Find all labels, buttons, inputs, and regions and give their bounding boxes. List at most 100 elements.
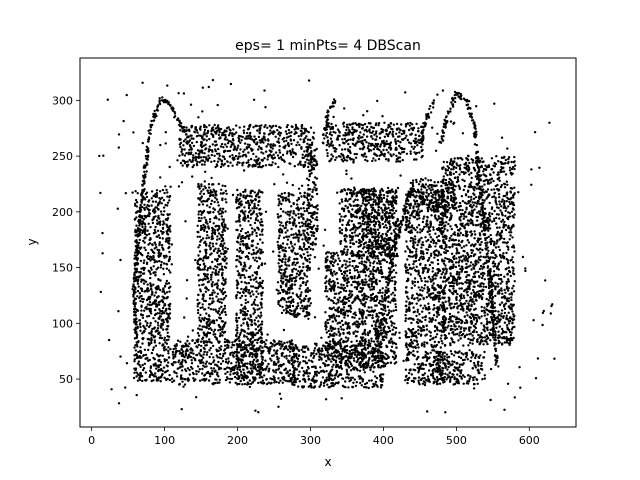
data-point [278,291,282,295]
data-point [224,258,227,262]
data-point [277,360,280,363]
data-point [409,142,413,145]
data-point [304,294,308,298]
data-point [224,226,227,229]
data-point [306,305,309,309]
data-point [213,258,217,261]
data-point [316,208,319,211]
data-point [157,255,161,258]
data-point [255,193,259,196]
data-point [299,301,303,304]
data-point [229,370,232,373]
data-point [208,124,211,127]
data-point [250,369,254,372]
data-point [277,157,281,160]
data-point [213,208,217,211]
data-point [219,136,222,139]
data-point [307,146,311,149]
data-point [281,381,284,384]
data-point [209,202,213,206]
data-point [395,158,399,161]
data-point [211,226,214,230]
data-point [193,130,196,133]
data-point [221,360,225,363]
data-point [349,151,352,155]
data-point [209,210,212,214]
data-point [190,137,193,140]
data-point [206,273,209,276]
data-point [161,237,164,240]
data-point [260,292,263,296]
data-point [330,307,333,311]
data-point [318,355,321,358]
data-point [342,332,345,335]
data-point [297,240,300,243]
data-point [313,154,316,157]
data-point [337,330,340,333]
data-point [279,207,283,211]
data-point [284,379,287,382]
data-point [324,276,327,280]
data-point [138,377,141,380]
data-point [418,151,421,154]
data-point [207,191,210,195]
data-point [300,130,303,133]
data-point [243,352,246,355]
data-point [356,349,359,353]
data-point [288,291,291,294]
data-point [344,266,347,270]
data-point [181,358,184,362]
data-point [302,373,305,377]
data-point [280,264,283,267]
data-point [370,379,373,382]
data-point [307,359,311,362]
data-point [216,287,219,290]
data-point [331,368,334,371]
data-point [175,372,178,375]
data-point [144,248,147,252]
data-point [260,339,263,343]
data-point [257,329,261,332]
data-point [272,370,276,373]
data-point [257,320,260,323]
data-point [277,204,280,207]
data-point [273,379,276,382]
data-point [224,344,227,347]
data-point [218,288,222,291]
data-point [197,293,200,296]
data-point [337,315,341,318]
data-point [364,382,367,386]
data-point [281,305,284,309]
data-point [220,236,223,239]
data-point [250,347,254,351]
data-point [299,225,302,228]
data-point [202,133,205,136]
data-point [135,356,139,360]
data-point [312,375,316,378]
data-point [222,155,226,159]
data-point [211,291,214,295]
data-point [379,375,382,378]
data-point [188,139,192,142]
data-point [302,132,305,135]
data-point [217,375,220,378]
data-point [231,351,234,354]
data-point [235,355,238,358]
data-point [259,126,262,130]
data-point [157,278,160,281]
data-point [238,155,242,158]
data-point [221,244,225,247]
data-point [253,322,256,325]
data-point [250,323,253,326]
data-point [282,348,286,351]
data-point [212,267,215,270]
data-point [370,135,373,138]
data-point [347,133,351,136]
data-point [241,383,244,386]
data-point [200,238,203,242]
data-point [238,250,241,253]
data-point [157,359,160,362]
data-point [327,386,330,389]
data-point [249,131,252,135]
data-point [199,354,202,357]
